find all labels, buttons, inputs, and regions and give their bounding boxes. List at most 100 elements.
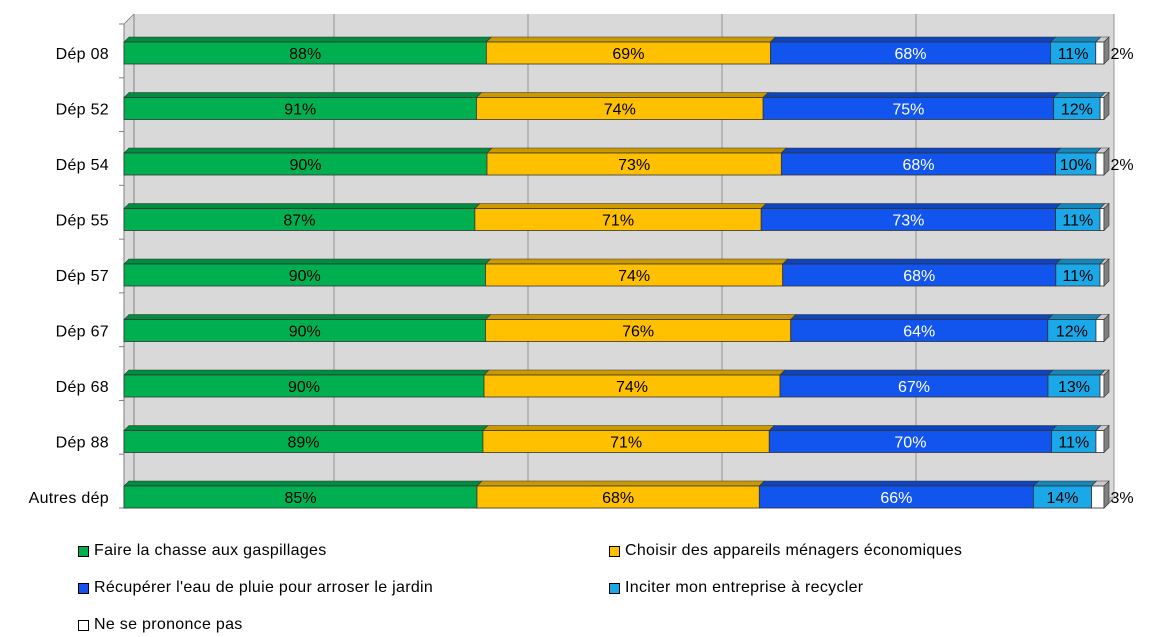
- bar-segment: [1099, 263, 1105, 287]
- bar-side: [1103, 36, 1110, 65]
- bar-top: [762, 92, 1060, 98]
- data-label: 76%: [622, 324, 654, 341]
- legend-item-recuperer-eau: Récupérer l'eau de pluie pour arroser le…: [78, 579, 433, 597]
- stacked-bar-chart: Dép 08 88% 69% 68% 11% 2% Dép 52 91% 74% 75% 12% Dé…: [29, 13, 1134, 509]
- category-label: Dép 55: [56, 213, 109, 230]
- bar-top: [123, 36, 493, 43]
- bar-top: [476, 480, 766, 487]
- category-label: Dép 88: [56, 435, 109, 452]
- bar-top: [1047, 314, 1102, 320]
- bar-top: [123, 369, 490, 376]
- data-label: 90%: [289, 157, 321, 174]
- data-label: 74%: [604, 102, 636, 119]
- bar-top: [780, 147, 1062, 154]
- data-label: 90%: [288, 379, 320, 396]
- bar-side: [1103, 313, 1110, 343]
- plot-back-top-edge: [123, 13, 135, 25]
- data-label: 90%: [289, 324, 321, 341]
- data-label: 74%: [616, 379, 648, 396]
- legend-item-choisir-appareils: Choisir des appareils ménagers économiqu…: [609, 542, 962, 560]
- bar-segment: [1095, 319, 1105, 342]
- category-label: Dép 68: [56, 379, 109, 396]
- legend-item-ne-se-prononce-pas: Ne se prononce pas: [78, 616, 243, 634]
- bar-top: [123, 314, 492, 320]
- bar-top: [123, 480, 483, 487]
- bar-top: [758, 480, 1040, 487]
- bar-top: [485, 36, 777, 43]
- bar-top: [1047, 369, 1106, 376]
- bar-top: [768, 425, 1058, 431]
- data-label: 12%: [1056, 324, 1088, 341]
- bar-segment: [1099, 97, 1105, 120]
- data-label: 68%: [902, 157, 934, 174]
- data-label: 68%: [894, 46, 926, 63]
- data-label: 11%: [1058, 435, 1089, 452]
- data-label: 13%: [1058, 379, 1090, 396]
- legend-swatch: [78, 619, 89, 631]
- bar-top: [1052, 92, 1106, 98]
- bar-side: [1103, 258, 1110, 287]
- legend-swatch: [609, 582, 620, 594]
- data-label: 75%: [892, 102, 924, 119]
- legend-label: Ne se prononce pas: [94, 616, 243, 633]
- bar-top: [1055, 258, 1106, 265]
- data-label: 87%: [283, 213, 315, 230]
- data-label: 89%: [287, 435, 319, 452]
- legend: Faire la chasse aux gaspillages Choisir …: [0, 530, 1152, 637]
- bar-segment: [1095, 41, 1105, 65]
- bar-segment: [1091, 485, 1105, 509]
- category-label: Dép 52: [56, 102, 109, 119]
- bar-top: [123, 203, 481, 209]
- legend-label: Faire la chasse aux gaspillages: [94, 542, 327, 559]
- data-label: 74%: [618, 268, 650, 285]
- legend-label: Inciter mon entreprise à recycler: [625, 579, 864, 596]
- legend-swatch: [609, 545, 620, 557]
- bar-side: [1103, 147, 1110, 176]
- legend-label: Choisir des appareils ménagers économiqu…: [625, 542, 963, 559]
- bar-top: [484, 258, 789, 265]
- bar-top: [484, 314, 797, 320]
- legend-swatch: [78, 582, 89, 594]
- bar-top: [475, 92, 769, 98]
- bar-segment: [1099, 374, 1105, 398]
- bar-side: [1103, 91, 1110, 121]
- bar-segment: [1095, 430, 1105, 453]
- category-label: Dép 08: [56, 46, 109, 63]
- data-label: 3%: [1110, 490, 1133, 507]
- data-label: 66%: [880, 490, 912, 507]
- bar-top: [1054, 203, 1106, 209]
- category-label: Autres dép: [29, 490, 109, 507]
- data-label: 88%: [289, 46, 321, 63]
- data-label: 12%: [1061, 102, 1093, 119]
- data-label: 69%: [612, 46, 644, 63]
- data-label: 67%: [898, 379, 930, 396]
- bar-top: [123, 92, 483, 98]
- bar-top: [482, 425, 775, 431]
- bar-side: [1103, 480, 1110, 509]
- bar-segment: [1095, 152, 1105, 176]
- bar-top: [1054, 147, 1102, 154]
- data-label: 73%: [892, 213, 924, 230]
- data-label: 73%: [618, 157, 650, 174]
- data-label: 11%: [1058, 46, 1089, 63]
- data-label: 10%: [1060, 157, 1092, 174]
- data-label: 68%: [903, 268, 935, 285]
- data-label: 85%: [284, 490, 316, 507]
- data-label: 91%: [284, 102, 316, 119]
- bar-top: [1032, 480, 1098, 487]
- bar-top: [1049, 36, 1102, 43]
- data-label: 14%: [1046, 490, 1078, 507]
- legend-swatch: [78, 545, 89, 557]
- bar-top: [486, 147, 788, 154]
- bar-side: [1103, 369, 1110, 398]
- data-label: 70%: [894, 435, 926, 452]
- category-label: Dép 67: [56, 324, 109, 341]
- category-label: Dép 57: [56, 268, 109, 285]
- data-label: 2%: [1110, 46, 1133, 63]
- bar-top: [483, 369, 786, 376]
- bar-top: [779, 369, 1054, 376]
- legend-item-inciter-entreprise: Inciter mon entreprise à recycler: [609, 579, 863, 597]
- bar-segment: [1099, 208, 1105, 231]
- legend-label: Récupérer l'eau de pluie pour arroser le…: [94, 579, 434, 596]
- bar-top: [1050, 425, 1102, 431]
